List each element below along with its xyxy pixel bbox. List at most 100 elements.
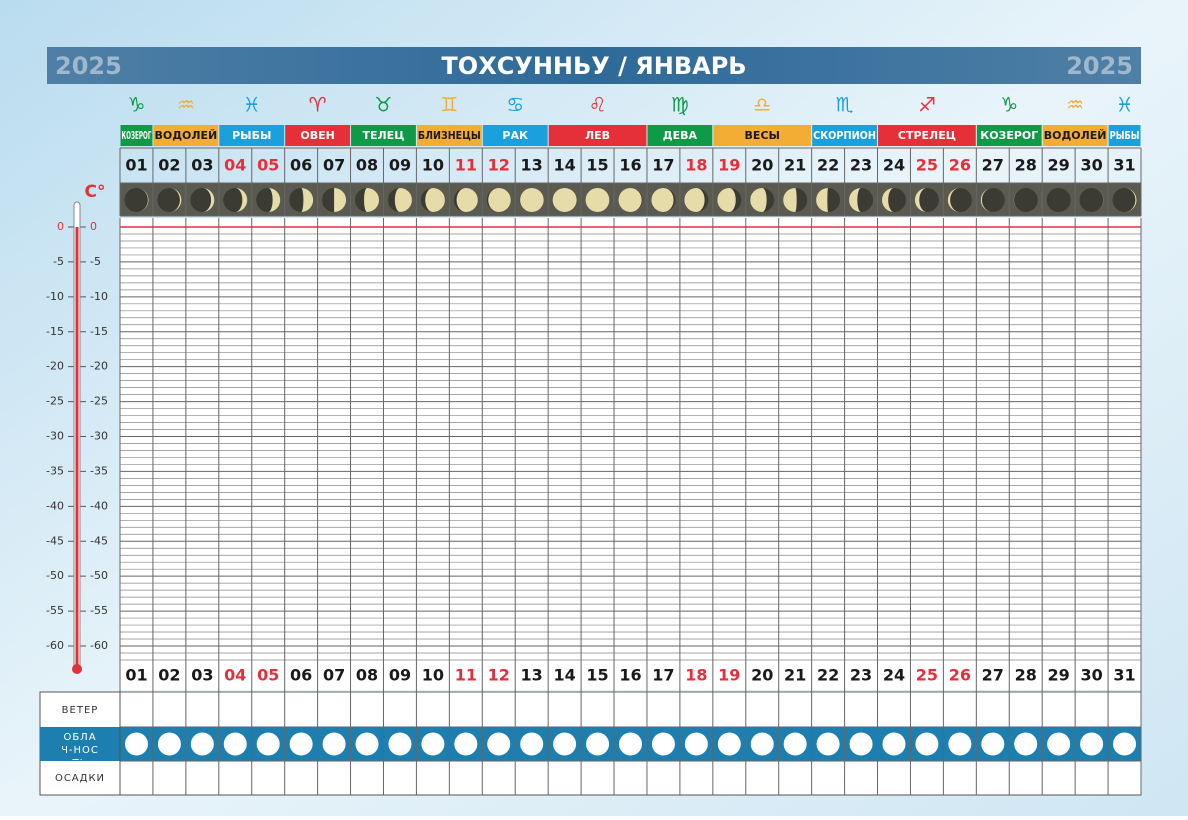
day-number-bottom: 22 [817,666,839,685]
zodiac-symbol: ♊ [440,93,458,117]
zodiac-bar [482,125,548,146]
day-number: 30 [1080,156,1102,175]
tick-label-right: -15 [90,325,108,338]
thermometer-bulb [72,664,82,674]
day-number-bottom: 14 [553,666,575,685]
zodiac-name: РЫБЫ [1110,129,1140,142]
day-number-bottom: 15 [586,666,608,685]
tick-label-left: -50 [46,569,64,582]
zodiac-symbol: ♌ [589,93,607,117]
day-number-bottom: 18 [685,666,707,685]
tick-label-right: -50 [90,569,108,582]
day-number-bottom: 26 [949,666,971,685]
zodiac-bar [1042,125,1108,146]
cloud-circle [189,731,215,757]
zodiac-name: СКОРПИОН [813,129,876,142]
moon-dark [124,188,149,212]
cloud-circle [881,731,907,757]
tick-label-right: -30 [90,430,108,443]
cloud-circle [420,731,446,757]
zodiac-symbol: ♈ [309,93,327,117]
zodiac-name: ВОДОЛЕЙ [154,129,217,142]
day-number: 02 [158,156,180,175]
cloud-circle [519,731,545,757]
day-number-bottom: 10 [422,666,444,685]
day-number-bottom: 28 [1015,666,1037,685]
header-bar [47,47,1141,84]
moon-phase [618,188,642,212]
tick-label-right: 0 [90,220,97,233]
cloud-circle [650,731,676,757]
day-number-bottom: 13 [521,666,543,685]
day-number-bottom: 05 [257,666,279,685]
day-number: 14 [553,156,575,175]
tick-label-right: -20 [90,360,108,373]
day-number: 22 [817,156,839,175]
day-number: 08 [356,156,378,175]
day-number-bottom: 02 [158,666,180,685]
day-number: 27 [982,156,1004,175]
cloud-circle [618,731,643,757]
day-number-bottom: 04 [224,666,246,685]
moon-phase [947,188,960,212]
day-number: 16 [619,156,641,175]
cloud-circle [716,731,742,757]
tick-label-left: -10 [46,290,64,303]
cloud-circle [683,731,709,757]
unit-label: C° [85,182,106,202]
moon-dark [190,188,215,212]
day-number: 04 [224,156,246,175]
grid-area [120,218,1141,690]
cloud-circle [947,731,973,757]
day-number-bottom: 29 [1048,666,1070,685]
day-number-bottom: 20 [751,666,773,685]
moon-dark [1046,188,1071,212]
moon-dark [223,188,248,212]
year-right: 2025 [1066,52,1133,80]
day-number: 05 [257,156,279,175]
tick-label-right: -25 [90,395,108,408]
cloud-circle [1112,731,1138,757]
zodiac-bar [1108,125,1141,146]
day-number-bottom: 23 [850,666,872,685]
tick-label-left: 0 [57,220,64,233]
day-number: 31 [1113,156,1135,175]
day-number-bottom: 06 [290,666,312,685]
zodiac-bar [153,125,219,146]
cloud-circle [486,731,512,757]
year-left: 2025 [55,52,122,80]
moon-phase [268,188,281,212]
cloud-circle [980,731,1006,757]
day-number: 12 [488,156,510,175]
moon-phase [816,188,829,212]
day-number-bottom: 08 [356,666,378,685]
cloud-circle [156,731,182,757]
zodiac-bar [351,125,416,146]
cloud-circle [815,731,841,757]
day-number: 25 [916,156,938,175]
day-number-bottom: 25 [916,666,938,685]
wind-label: ВЕТЕР [62,705,99,716]
tick-label-right: -45 [90,534,108,547]
cloudiness-label-box: ОБЛАЧ-НОСТЬ [61,732,98,760]
cloud-circle [914,731,940,757]
zodiac-name: ВЕСЫ [745,129,780,142]
thermometer-mercury [75,227,79,667]
tick-label-right: -10 [90,290,108,303]
moon-dark [980,188,1005,212]
tick-label-left: -30 [46,430,64,443]
moon-phase [651,188,674,212]
zodiac-name: РЫБЫ [232,129,271,142]
day-number: 23 [850,156,872,175]
day-number-bottom: 24 [883,666,905,685]
moon-phase [552,188,577,212]
moon-phase [202,188,215,212]
moon-phase [301,188,314,212]
tick-label-left: -55 [46,604,64,617]
cloud-circle [552,731,578,757]
day-number-bottom: 09 [389,666,411,685]
tick-label-right: -5 [90,255,101,268]
zodiac-bar [647,125,713,146]
cloud-circle [782,731,808,757]
zodiac-symbol: ♏ [836,93,854,117]
